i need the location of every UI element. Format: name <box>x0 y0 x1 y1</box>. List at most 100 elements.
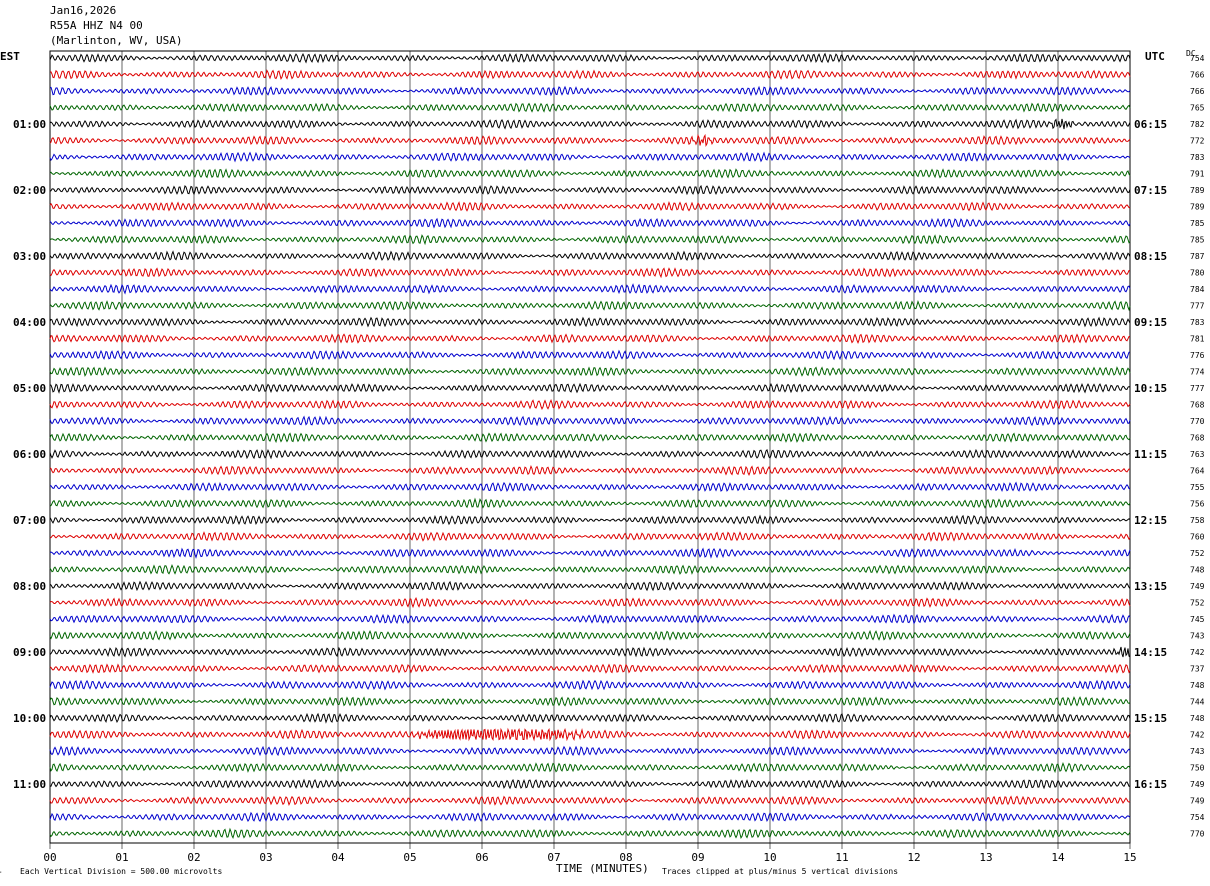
dc-offset-label: 764 <box>1190 467 1205 476</box>
trace-green <box>49 168 1131 179</box>
trace-black <box>49 52 1131 64</box>
right-timezone-label: UTC <box>1145 50 1165 63</box>
dc-offset-label: 766 <box>1190 71 1205 80</box>
trace-black <box>49 712 1131 724</box>
dc-offset-label: 776 <box>1190 351 1205 360</box>
dc-offset-label: 742 <box>1190 731 1205 740</box>
x-axis-label: TIME (MINUTES) <box>556 862 649 875</box>
dc-offset-label: 770 <box>1190 830 1205 839</box>
dc-offset-label: 750 <box>1190 764 1205 773</box>
plot-frame <box>49 50 1131 844</box>
trace-red <box>49 531 1131 543</box>
dc-offset-label: 768 <box>1190 401 1205 410</box>
x-tick-label: 10 <box>763 851 776 864</box>
trace-green <box>49 366 1131 377</box>
trace-black <box>49 514 1131 526</box>
dc-offset-label: 745 <box>1190 615 1205 624</box>
x-tick-label: 11 <box>835 851 848 864</box>
left-hour-label: 09:00 <box>13 646 46 659</box>
dc-offset-label: 780 <box>1190 269 1205 278</box>
trace-black <box>49 316 1131 328</box>
trace-red <box>49 795 1131 806</box>
trace-blue <box>49 679 1131 691</box>
trace-black <box>49 184 1131 196</box>
trace-red <box>49 133 1131 147</box>
right-hour-label: 16:15 <box>1134 778 1167 791</box>
dc-offset-label: 781 <box>1190 335 1205 344</box>
dc-offset-label: 774 <box>1190 368 1205 377</box>
x-tick-label: 06 <box>475 851 488 864</box>
x-tick-label: 07 <box>547 851 560 864</box>
trace-red <box>49 465 1131 477</box>
dc-offset-label: 748 <box>1190 681 1205 690</box>
trace-blue <box>49 349 1131 361</box>
dc-offset-label: 784 <box>1190 285 1205 294</box>
dc-offset-label: 785 <box>1190 219 1205 228</box>
dc-offset-label: 766 <box>1190 87 1205 96</box>
right-hour-label: 06:15 <box>1134 118 1167 131</box>
dc-offset-label: 754 <box>1190 813 1205 822</box>
dc-offset-label: 768 <box>1190 434 1205 443</box>
right-hour-label: 11:15 <box>1134 448 1167 461</box>
x-tick-label: 14 <box>1051 851 1065 864</box>
trace-red <box>49 597 1131 609</box>
dc-offset-label: 756 <box>1190 500 1205 509</box>
x-tick-label: 01 <box>115 851 128 864</box>
left-hour-label: 02:00 <box>13 184 46 197</box>
trace-blue <box>49 547 1131 559</box>
trace-green <box>49 827 1131 840</box>
trace-blue <box>49 481 1131 493</box>
right-hour-label: 10:15 <box>1134 382 1167 395</box>
trace-green <box>49 761 1131 774</box>
dc-offset-label: 777 <box>1190 384 1205 393</box>
trace-red <box>50 69 1131 80</box>
dc-offset-label: 787 <box>1190 252 1205 261</box>
x-tick-label: 02 <box>187 851 200 864</box>
trace-black <box>49 250 1131 262</box>
dc-offset-label: 749 <box>1190 582 1205 591</box>
dc-offset-label: 748 <box>1190 714 1205 723</box>
left-hour-label: 04:00 <box>13 316 46 329</box>
trace-blue <box>49 217 1131 229</box>
trace-green <box>49 432 1131 444</box>
trace-blue <box>49 613 1131 625</box>
trace-red <box>49 333 1131 344</box>
x-tick-label: 00 <box>43 851 56 864</box>
trace-green <box>49 234 1131 246</box>
dc-offset-label: 743 <box>1190 747 1205 756</box>
right-hour-label: 12:15 <box>1134 514 1167 527</box>
trace-black <box>49 118 1131 130</box>
x-tick-label: 04 <box>331 851 345 864</box>
trace-green <box>49 102 1131 113</box>
dc-offset-label: 782 <box>1190 120 1205 129</box>
right-hour-label: 14:15 <box>1134 646 1167 659</box>
dc-offset-label: 789 <box>1190 186 1205 195</box>
left-timezone-label: EST <box>0 50 20 63</box>
trace-blue <box>49 151 1131 163</box>
trace-green <box>49 300 1131 312</box>
trace-blue <box>49 745 1131 757</box>
dc-offset-label: 772 <box>1190 137 1205 146</box>
dc-offset-label: 752 <box>1190 599 1205 608</box>
x-tick-label: 03 <box>259 851 272 864</box>
right-hour-label: 09:15 <box>1134 316 1167 329</box>
dc-label: DC <box>1186 49 1196 58</box>
trace-blue <box>49 415 1131 427</box>
dc-offset-label: 749 <box>1190 780 1205 789</box>
dc-offset-label: 783 <box>1190 153 1205 162</box>
right-hour-label: 15:15 <box>1134 712 1167 725</box>
trace-black <box>49 448 1131 460</box>
left-hour-label: 07:00 <box>13 514 46 527</box>
dc-offset-label: 785 <box>1190 236 1205 245</box>
trace-red <box>49 727 1131 742</box>
dc-offset-label: 763 <box>1190 450 1205 459</box>
left-hour-label: 03:00 <box>13 250 46 263</box>
dc-offset-label: 760 <box>1190 533 1205 542</box>
trace-green <box>49 564 1131 575</box>
scale-note: Each Vertical Division = 500.00 microvol… <box>20 867 223 876</box>
dc-offset-label: 754 <box>1190 54 1205 63</box>
right-hour-label: 07:15 <box>1134 184 1167 197</box>
right-hour-label: 13:15 <box>1134 580 1167 593</box>
trace-black <box>49 778 1130 790</box>
